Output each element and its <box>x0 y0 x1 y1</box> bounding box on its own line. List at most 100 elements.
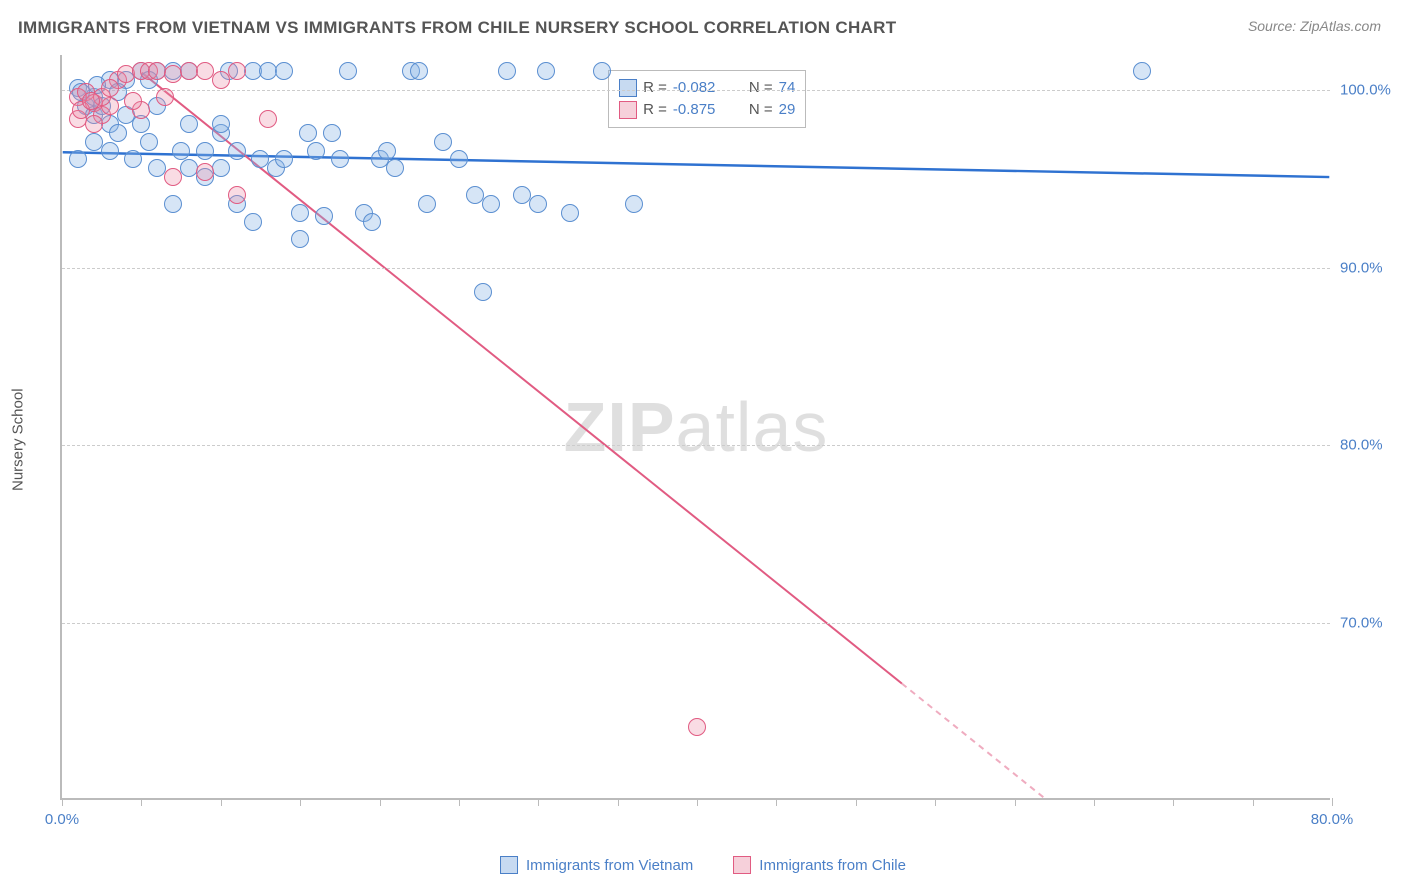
x-tick <box>1253 798 1254 806</box>
x-tick <box>1173 798 1174 806</box>
data-point-vietnam <box>109 124 127 142</box>
chart-plot-area: ZIPatlas R =-0.082N =74R =-0.875N =29 70… <box>60 55 1330 800</box>
data-point-vietnam <box>315 207 333 225</box>
bottom-legend: Immigrants from Vietnam Immigrants from C… <box>500 856 906 874</box>
legend-swatch-icon <box>500 856 518 874</box>
r-value: -0.082 <box>673 77 733 99</box>
data-point-chile <box>85 115 103 133</box>
data-point-vietnam <box>275 150 293 168</box>
x-tick <box>62 798 63 806</box>
x-tick <box>618 798 619 806</box>
legend-label: Immigrants from Vietnam <box>526 857 693 874</box>
data-point-vietnam <box>474 283 492 301</box>
data-point-vietnam <box>498 62 516 80</box>
data-point-vietnam <box>291 230 309 248</box>
data-point-vietnam <box>378 142 396 160</box>
data-point-chile <box>164 168 182 186</box>
data-point-chile <box>228 62 246 80</box>
x-tick-label-end: 80.0% <box>1311 811 1354 828</box>
legend-swatch-icon <box>733 856 751 874</box>
data-point-vietnam <box>323 124 341 142</box>
data-point-vietnam <box>561 204 579 222</box>
data-point-vietnam <box>196 142 214 160</box>
data-point-vietnam <box>450 150 468 168</box>
x-tick <box>141 798 142 806</box>
data-point-vietnam <box>180 115 198 133</box>
y-tick-label: 80.0% <box>1340 437 1400 454</box>
bottom-legend-item: Immigrants from Chile <box>733 856 906 874</box>
bottom-legend-item: Immigrants from Vietnam <box>500 856 693 874</box>
data-point-chile <box>124 92 142 110</box>
gridline-h <box>62 623 1330 624</box>
data-point-vietnam <box>164 195 182 213</box>
data-point-vietnam <box>172 142 190 160</box>
x-tick <box>459 798 460 806</box>
chart-title: IMMIGRANTS FROM VIETNAM VS IMMIGRANTS FR… <box>18 18 1388 38</box>
data-point-vietnam <box>299 124 317 142</box>
x-tick <box>380 798 381 806</box>
x-tick-label-start: 0.0% <box>45 811 79 828</box>
data-point-vietnam <box>363 213 381 231</box>
correlation-row: R = -0.082 N = 74 <box>619 77 795 99</box>
data-point-vietnam <box>482 195 500 213</box>
data-point-chile <box>259 110 277 128</box>
data-point-vietnam <box>410 62 428 80</box>
data-point-vietnam <box>593 62 611 80</box>
x-tick <box>538 798 539 806</box>
trend-lines <box>62 55 1330 798</box>
data-point-vietnam <box>434 133 452 151</box>
x-tick <box>1332 798 1333 806</box>
data-point-vietnam <box>418 195 436 213</box>
data-point-chile <box>688 718 706 736</box>
data-point-vietnam <box>307 142 325 160</box>
data-point-chile <box>196 163 214 181</box>
correlation-box: R = -0.082 N = 74 R = -0.875 N = 29 <box>608 70 806 128</box>
gridline-h <box>62 90 1330 91</box>
data-point-vietnam <box>140 133 158 151</box>
r-label: R = <box>643 77 667 99</box>
legend-swatch-icon <box>619 101 637 119</box>
data-point-vietnam <box>291 204 309 222</box>
data-point-vietnam <box>1133 62 1151 80</box>
data-point-vietnam <box>529 195 547 213</box>
x-tick <box>697 798 698 806</box>
r-label: R = <box>643 99 667 121</box>
data-point-chile <box>156 88 174 106</box>
correlation-row: R = -0.875 N = 29 <box>619 99 795 121</box>
data-point-vietnam <box>212 115 230 133</box>
data-point-vietnam <box>625 195 643 213</box>
data-point-vietnam <box>212 159 230 177</box>
trend-line-chile-dashed <box>902 683 1044 798</box>
x-tick <box>221 798 222 806</box>
n-value: 74 <box>779 77 796 99</box>
y-tick-label: 90.0% <box>1340 259 1400 276</box>
data-point-vietnam <box>228 142 246 160</box>
source-text: Source: ZipAtlas.com <box>1248 18 1381 34</box>
x-tick <box>856 798 857 806</box>
data-point-vietnam <box>275 62 293 80</box>
x-tick <box>1015 798 1016 806</box>
legend-swatch-icon <box>619 79 637 97</box>
y-axis-label: Nursery School <box>10 388 27 491</box>
r-value: -0.875 <box>673 99 733 121</box>
data-point-vietnam <box>69 150 87 168</box>
n-label: N = <box>749 77 773 99</box>
gridline-h <box>62 268 1330 269</box>
data-point-vietnam <box>386 159 404 177</box>
n-value: 29 <box>779 99 796 121</box>
x-tick <box>776 798 777 806</box>
x-tick <box>935 798 936 806</box>
legend-label: Immigrants from Chile <box>759 857 906 874</box>
data-point-vietnam <box>124 150 142 168</box>
n-label: N = <box>749 99 773 121</box>
data-point-chile <box>228 186 246 204</box>
data-point-vietnam <box>537 62 555 80</box>
y-tick-label: 70.0% <box>1340 614 1400 631</box>
gridline-h <box>62 445 1330 446</box>
data-point-vietnam <box>244 213 262 231</box>
x-tick <box>300 798 301 806</box>
data-point-vietnam <box>339 62 357 80</box>
x-tick <box>1094 798 1095 806</box>
data-point-chile <box>101 79 119 97</box>
data-point-vietnam <box>331 150 349 168</box>
